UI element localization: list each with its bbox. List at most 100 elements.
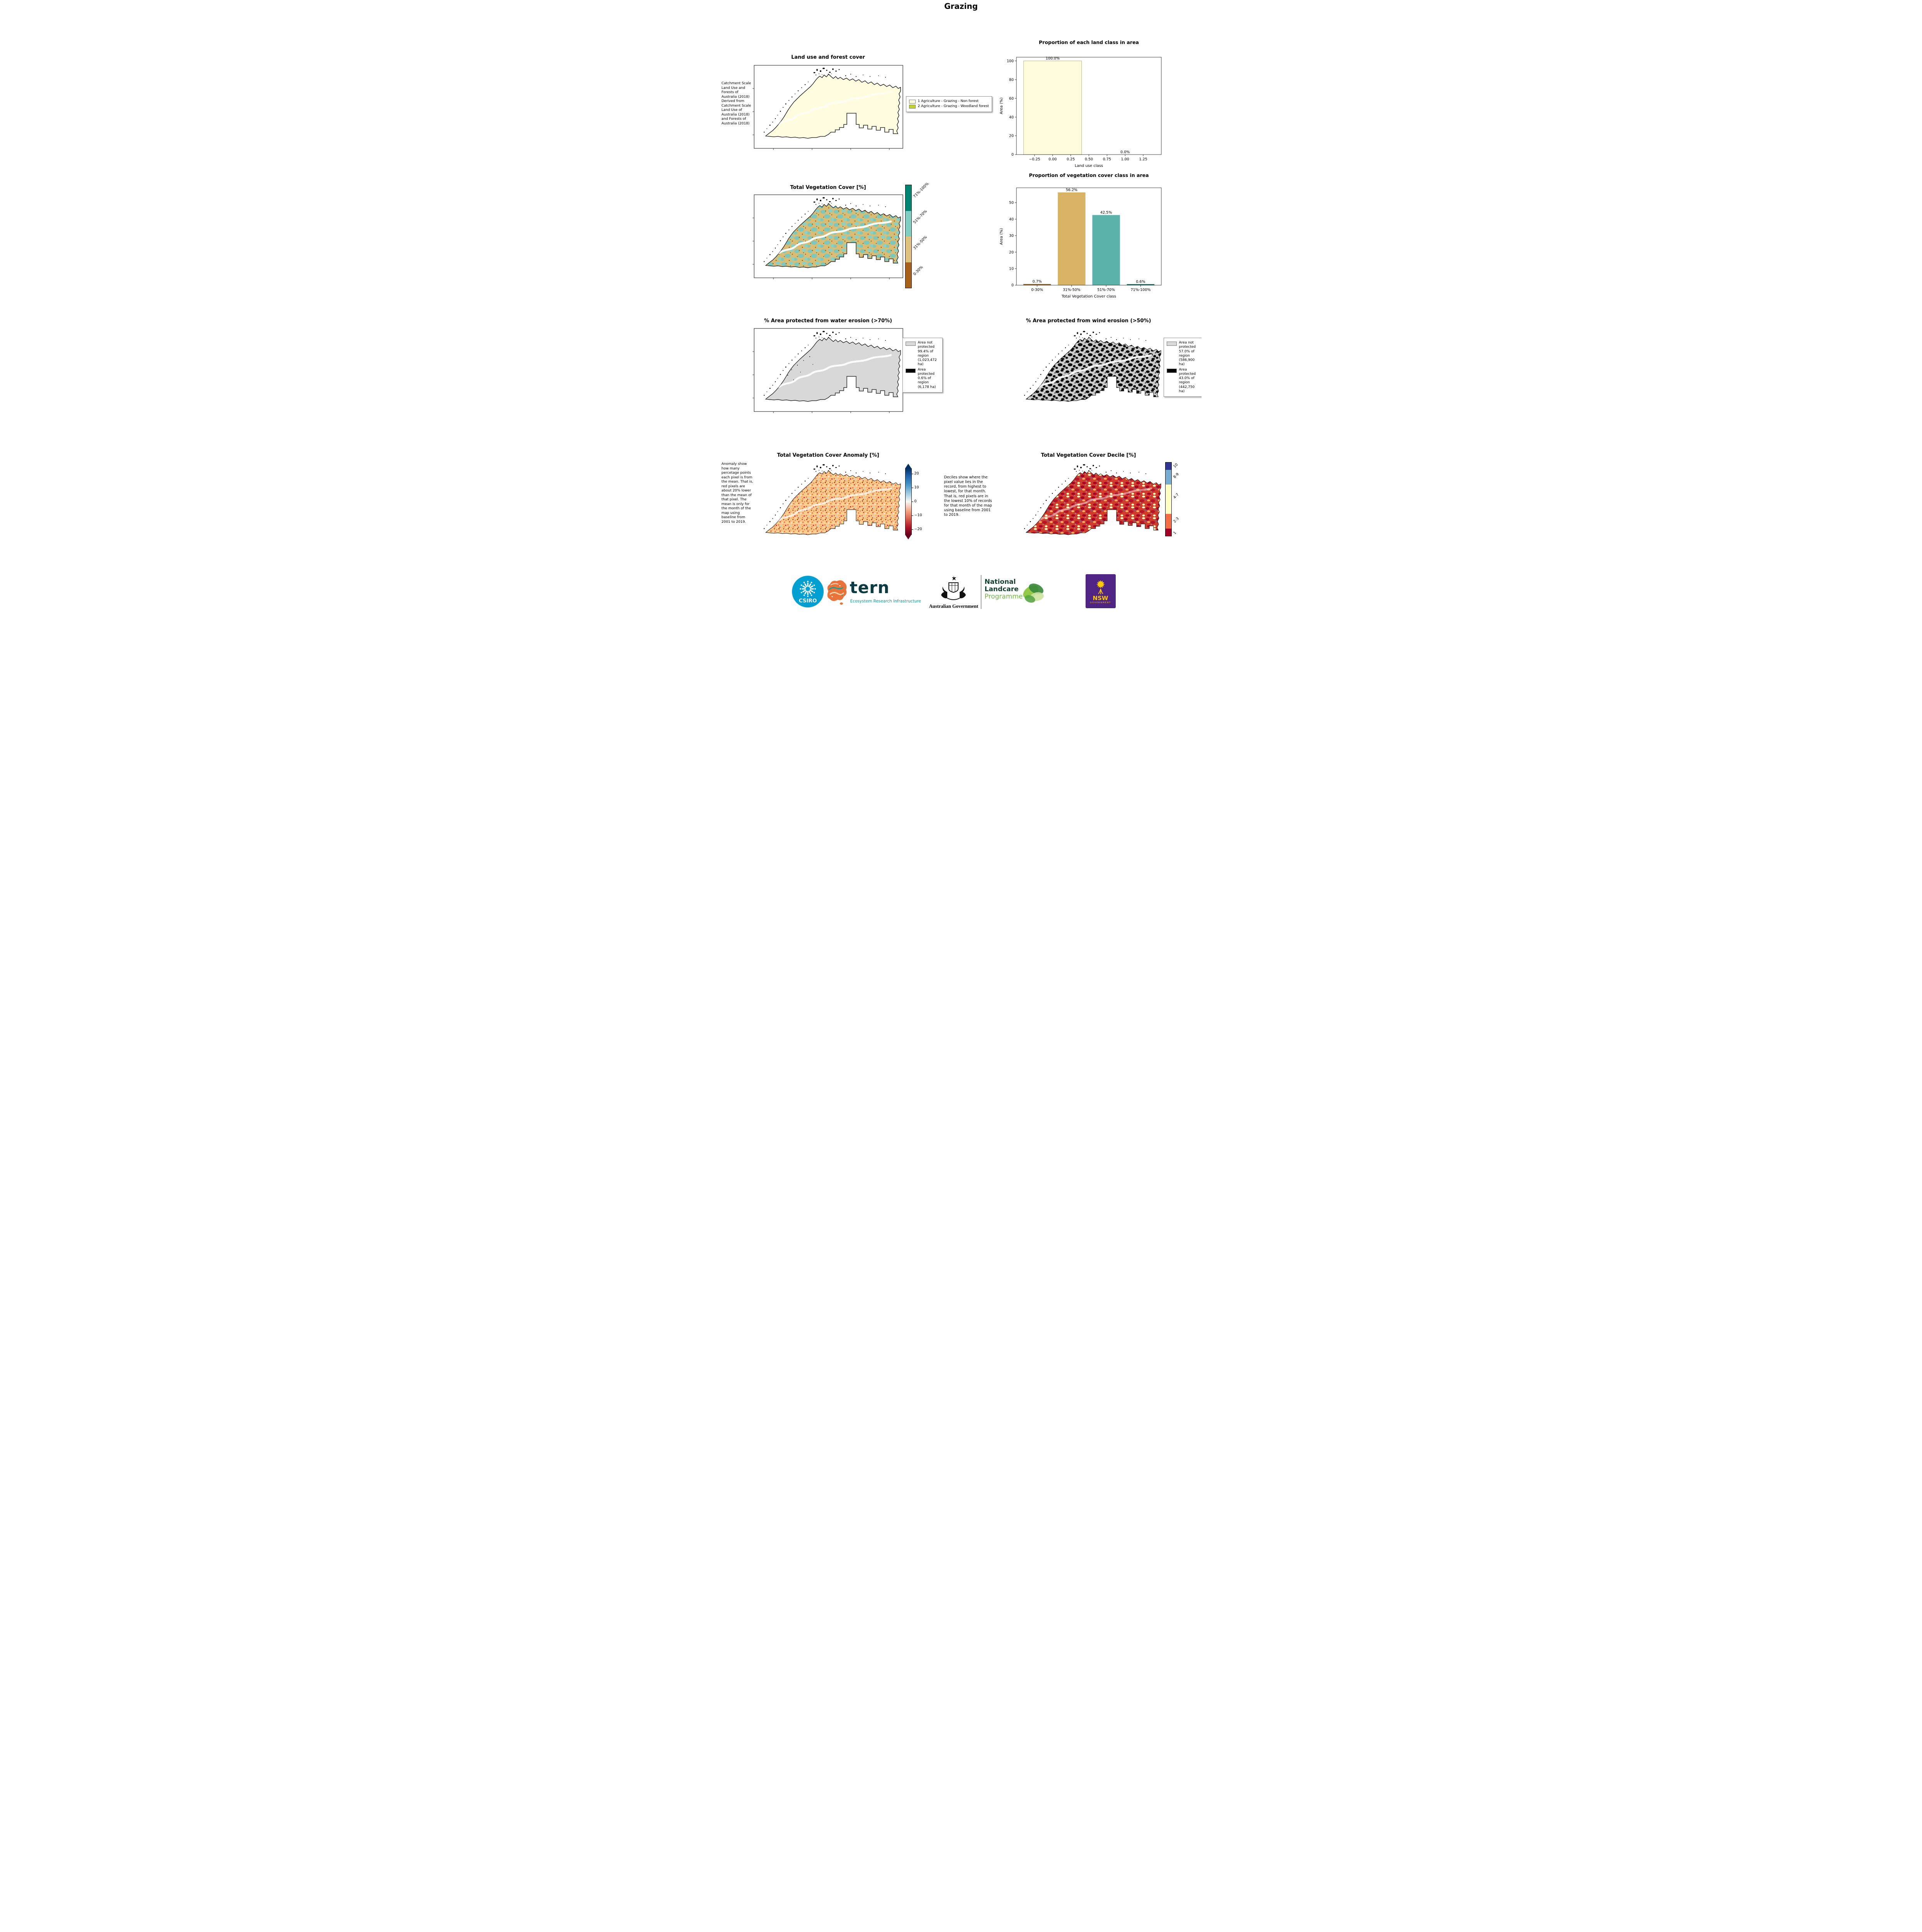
map-frame [754, 65, 903, 149]
y-tick-label: 0 [1011, 153, 1013, 157]
decile-map [1024, 464, 1161, 535]
y-tick-label: 20 [1009, 134, 1013, 138]
landcare-leaves-icon [1023, 583, 1044, 603]
land-class-chart: Proportion of each land class in area 0 20… [999, 39, 1161, 168]
wind-erosion-map [1024, 331, 1161, 402]
land-use-caption: Catchment Scale Land Use and Forests of … [721, 82, 751, 126]
map-frame [754, 194, 903, 278]
y-axis-label: Area (%) [999, 97, 1004, 114]
bar [1057, 192, 1086, 285]
report-page: Grazing Land use and forest cover Catchm… [721, 0, 1201, 611]
landcare-line2: Landcare [984, 585, 1019, 594]
colorbar-gradient [905, 468, 912, 535]
x-tick-label: 1.25 [1139, 157, 1147, 162]
legend-item: Area not protected 99.4% of region (1,02… [905, 341, 940, 367]
y-tick-label: 60 [1009, 97, 1013, 101]
colorbar-segment [905, 262, 911, 288]
veg-cover-map-title: Total Vegetation Cover [%] [790, 185, 866, 190]
legend-item: Area protected 43.0% of region (442,750 … [1166, 367, 1201, 394]
decile-map-title: Total Vegetation Cover Decile [%] [1041, 452, 1136, 458]
bar [1023, 61, 1082, 155]
legend-swatch [905, 342, 916, 346]
region-shape [765, 74, 901, 139]
colorbar-segment [905, 185, 911, 211]
colorbar-tick-label: 20 [914, 471, 919, 476]
anomaly-colorbar: 20 10 0 −10 −20 [905, 464, 922, 539]
chart-title: Proportion of each land class in area [1039, 39, 1139, 45]
y-tick-label: 40 [1009, 217, 1013, 221]
anomaly-map [763, 464, 901, 535]
legend-item: 1 Agriculture - Grazing - Non forest [909, 99, 989, 104]
legend-label: Area not protected 99.4% of region (1,02… [918, 341, 937, 367]
veg-cover-map [752, 194, 903, 279]
colorbar-segment [905, 211, 911, 236]
region-shape [1026, 337, 1161, 402]
colorbar-segment [1165, 463, 1171, 470]
colorbar-tick-label: 10 [914, 485, 919, 490]
legend-item: Area not protected 57.0% of region (586,… [1166, 341, 1201, 367]
x-tick-label: 0.50 [1084, 157, 1093, 162]
nsw-wordmark: NSW [1093, 594, 1108, 602]
y-tick-label: 50 [1009, 201, 1013, 205]
bar-value-label: 0.0% [1120, 150, 1130, 155]
nsw-government-logo: NSW GOVERNMENT [1085, 574, 1116, 608]
legend-label: 1 Agriculture - Grazing - Non forest [918, 99, 979, 103]
colorbar-label: 10 [1172, 462, 1179, 469]
y-tick-label: 20 [1009, 250, 1013, 255]
coat-of-arms-icon [941, 576, 966, 600]
region-shape [765, 337, 901, 402]
region-shape [765, 203, 901, 268]
land-use-map-title: Land use and forest cover [791, 54, 865, 60]
csiro-sun-dots [799, 581, 816, 597]
bar-value-label: 100.0% [1045, 56, 1059, 61]
x-tick-label: 71%-100% [1130, 288, 1150, 292]
colorbar-label: 0-30% [912, 265, 924, 277]
y-tick-label: 0 [1011, 283, 1013, 287]
legend-item: Area protected 0.6% of region (6,178 ha) [905, 368, 940, 389]
legend-swatch [1166, 368, 1177, 373]
colorbar-label: 4-7 [1172, 492, 1180, 500]
x-tick-label: 51%-70% [1097, 288, 1115, 292]
legend-swatch [905, 368, 916, 373]
legend-swatch [1166, 342, 1177, 346]
bar-value-label: 56.2% [1066, 188, 1077, 192]
legend-label: 2 Agriculture - Grazing - Woodland fores… [918, 104, 989, 109]
x-tick-label: 31%-50% [1063, 288, 1081, 292]
tern-australia-art-icon [827, 580, 846, 605]
colorbar-label: 8-9 [1172, 472, 1180, 479]
x-tick-label: 0-30% [1031, 288, 1043, 292]
landcare-line3: Programme [984, 593, 1023, 601]
bar-value-label: 42.5% [1100, 211, 1112, 215]
bar-value-label: 0.7% [1032, 280, 1042, 284]
veg-cover-colorbar: 71%-100% 51%-70% 31%-50% 0-30% [905, 182, 930, 288]
colorbar-top-arrow [905, 464, 911, 468]
colorbar-bottom-arrow [905, 535, 911, 539]
tern-subtitle: Ecosystem Research Infrastructure [850, 599, 921, 604]
y-tick-label: 10 [1009, 267, 1013, 271]
colorbar-segment [1165, 529, 1171, 536]
y-tick-label: 80 [1009, 78, 1013, 82]
x-tick-label: 0.00 [1049, 157, 1057, 162]
colorbar-label: 51%-70% [912, 209, 928, 225]
plot-frame [1016, 187, 1161, 286]
x-tick-label: 0.25 [1067, 157, 1075, 162]
australian-government-label: Australian Government [929, 604, 979, 609]
legend-label: Area not protected 57.0% of region (586,… [1179, 341, 1196, 367]
colorbar-segment [905, 236, 911, 262]
bar [1023, 284, 1051, 285]
bar-value-label: 0.6% [1136, 280, 1145, 284]
bar [1127, 284, 1154, 285]
region-shape [1026, 470, 1161, 535]
y-tick-label: 100 [1006, 59, 1013, 63]
legend-item: 2 Agriculture - Grazing - Woodland fores… [909, 104, 989, 109]
land-use-map [752, 65, 903, 150]
decile-colorbar: 10 8-9 4-7 2-3 1 [1165, 462, 1179, 536]
page-title: Grazing [944, 2, 978, 11]
chart-title: Proportion of vegetation cover class in … [1029, 172, 1149, 178]
x-axis-label: Total Vegetation Cover class [1061, 294, 1116, 299]
colorbar-tick [911, 529, 913, 530]
water-erosion-map-title: % Area protected from water erosion (>70… [764, 318, 892, 324]
region-shape [765, 470, 901, 535]
y-tick-label: 40 [1009, 115, 1013, 119]
legend-label: Area protected 43.0% of region (442,750 … [1179, 367, 1196, 393]
